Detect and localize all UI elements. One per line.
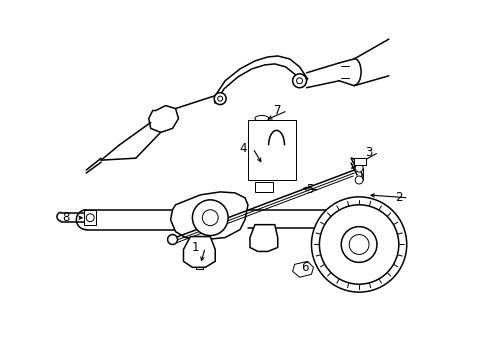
Text: 2: 2	[394, 192, 402, 204]
Circle shape	[348, 235, 368, 255]
Polygon shape	[170, 192, 247, 239]
Text: 6: 6	[300, 261, 307, 274]
Text: 5: 5	[305, 184, 312, 197]
Polygon shape	[249, 225, 277, 251]
Text: 3: 3	[365, 146, 372, 159]
Circle shape	[354, 176, 362, 184]
Circle shape	[296, 78, 302, 84]
Circle shape	[214, 93, 225, 105]
Polygon shape	[292, 261, 313, 277]
Circle shape	[167, 235, 177, 244]
Circle shape	[202, 210, 218, 226]
Circle shape	[311, 197, 406, 292]
Bar	[84, 210, 96, 225]
Text: 1: 1	[191, 241, 199, 254]
Circle shape	[292, 74, 306, 88]
Text: 8: 8	[62, 211, 70, 224]
Text: 4: 4	[239, 142, 246, 155]
Circle shape	[319, 205, 398, 284]
Polygon shape	[183, 237, 215, 267]
Bar	[247, 121, 295, 180]
Circle shape	[354, 164, 362, 172]
Circle shape	[192, 200, 228, 235]
Circle shape	[341, 227, 376, 262]
Bar	[254, 182, 272, 192]
Text: 7: 7	[273, 104, 281, 117]
Bar	[353, 158, 366, 165]
Circle shape	[86, 214, 94, 222]
Circle shape	[217, 96, 222, 101]
Polygon shape	[148, 105, 178, 132]
